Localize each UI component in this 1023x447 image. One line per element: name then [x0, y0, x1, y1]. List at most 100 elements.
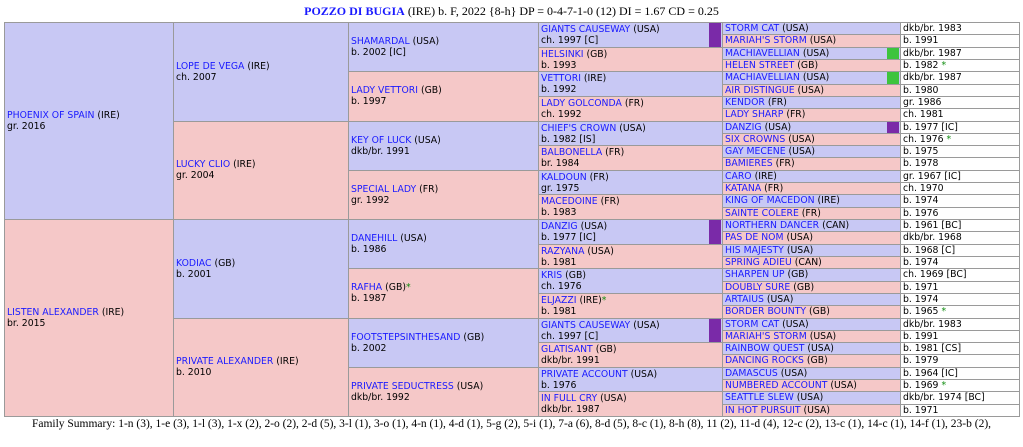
horse-origin: (USA) — [577, 221, 608, 232]
horse-info: gr. 2004 — [176, 170, 348, 181]
horse-name-link[interactable]: KALDOUN — [541, 171, 587, 183]
horse-name-link[interactable]: LADY VETTORI — [351, 85, 418, 97]
horse-name-link[interactable]: PAS DE NOM — [725, 232, 784, 244]
horse-name-link[interactable]: SPRING ADIEU — [725, 256, 792, 268]
horse-name-link[interactable]: FOOTSTEPSINTHESAND — [351, 331, 461, 343]
horse-origin: (IRE) — [230, 159, 256, 171]
horse-foal-info: dkb/br. 1992 — [351, 391, 410, 403]
gen5-info-cell: ch. 1969 [BC] — [900, 268, 1020, 282]
horse-foal-info: b. 1997 — [351, 96, 387, 108]
horse-name-link[interactable]: ARTAIUS — [725, 293, 764, 305]
horse-name-link[interactable]: LISTEN ALEXANDER — [7, 307, 99, 318]
horse-name-link[interactable]: STORM CAT — [725, 23, 780, 34]
horse-name-link[interactable]: HELSINKI — [541, 48, 584, 60]
horse-origin: (GB) — [460, 331, 485, 343]
gen5-horse-cell: NUMBERED ACCOUNT (USA) — [722, 379, 901, 393]
horse-name-link[interactable]: DANZIG — [725, 121, 762, 133]
horse-foal-info: b. 1986 — [351, 244, 387, 256]
horse-name-link[interactable]: STORM CAT — [725, 318, 780, 330]
horse-origin: (FR) — [416, 183, 439, 195]
horse-name-link[interactable]: BAMIERES — [725, 158, 773, 170]
horse-name-link[interactable]: VETTORI — [541, 73, 581, 85]
horse-name-link[interactable]: KRIS — [541, 270, 563, 282]
horse-name-link[interactable]: KEY OF LUCK — [351, 134, 412, 146]
horse-name-link[interactable]: CARO — [725, 170, 752, 182]
horse-info: ch. 1997 [C] — [541, 331, 720, 342]
horse-name-link[interactable]: GLATISANT — [541, 344, 593, 356]
horse-name-link[interactable]: KODIAC — [176, 257, 212, 269]
horse-name-link[interactable]: IN FULL CRY — [541, 393, 598, 405]
horse-name-link[interactable]: LOPE DE VEGA — [176, 60, 245, 72]
horse-name-link[interactable]: DANEHILL — [351, 233, 398, 245]
horse-foal-info: br. 1984 — [541, 158, 580, 170]
horse-name-link[interactable]: PRIVATE ACCOUNT — [541, 368, 628, 380]
horse-name-line: LADY VETTORI (GB) — [351, 85, 538, 96]
horse-name-link[interactable]: SAINTE COLERE — [725, 207, 799, 219]
horse-origin: (IRE) — [814, 195, 840, 207]
gen5-info-cell: b. 1974 — [900, 194, 1020, 208]
horse-name-link[interactable]: SEATTLE SLEW — [725, 392, 794, 404]
horse-name-link[interactable]: BORDER BOUNTY — [725, 306, 807, 318]
horse-origin: (GB) — [803, 355, 828, 367]
gen4-horse-cell: GLATISANT (GB) dkb/br. 1991 — [538, 342, 723, 368]
horse-name-link[interactable]: RAZYANA — [541, 245, 585, 257]
horse-name-link[interactable]: GAY MECENE — [725, 146, 786, 158]
horse-name-link[interactable]: SPECIAL LADY — [351, 183, 417, 195]
horse-name-link[interactable]: BALBONELLA — [541, 147, 603, 159]
horse-name-link[interactable]: RAINBOW QUEST — [725, 343, 805, 355]
horse-info: ch. 1997 [C] — [541, 35, 720, 46]
horse-name-link[interactable]: LADY SHARP — [725, 109, 784, 121]
gen4-horse-cell: CHIEF'S CROWN (USA) b. 1982 [IS] — [538, 120, 723, 147]
gen4-horse-cell: KRIS (GB) ch. 1976 — [538, 268, 723, 294]
horse-foal-info: b. 1976 — [903, 207, 939, 219]
horse-name-link[interactable]: CHIEF'S CROWN — [541, 122, 617, 134]
horse-name-link[interactable]: HIS MAJESTY — [725, 244, 784, 256]
horse-name-link[interactable]: KING OF MACEDON — [725, 195, 815, 207]
horse-foal-info: b. 2002 [IC] — [351, 47, 406, 59]
duplicate-marker — [887, 121, 899, 133]
horse-name-line: GLATISANT (GB) — [541, 344, 720, 355]
horse-name-link[interactable]: LUCKY CLIO — [176, 159, 231, 171]
horse-name-link[interactable]: ELJAZZI — [541, 294, 577, 306]
horse-foal-info: b. 1971 — [903, 281, 939, 293]
horse-name-link[interactable]: SHARPEN UP — [725, 269, 785, 281]
horse-name-link[interactable]: PRIVATE SEDUCTRESS — [351, 380, 454, 392]
horse-foal-info: b. 1983 — [541, 207, 577, 219]
gen4-horse-cell: RAZYANA (USA) b. 1981 — [538, 243, 723, 270]
horse-name-link[interactable]: KATANA — [725, 183, 762, 195]
horse-name-link[interactable]: DANCING ROCKS — [725, 355, 804, 367]
horse-name-link[interactable]: DOUBLY SURE — [725, 281, 791, 293]
horse-name-link[interactable]: SIX CROWNS — [725, 133, 786, 145]
gen3-horse-cell: FOOTSTEPSINTHESAND (GB) b. 2002 — [348, 317, 539, 368]
gen1-horse-cell: PHOENIX OF SPAIN (IRE) gr. 2016 — [4, 22, 174, 220]
horse-name-link[interactable]: GIANTS CAUSEWAY — [541, 24, 631, 35]
horse-name-link[interactable]: PHOENIX OF SPAIN — [7, 110, 95, 121]
horse-origin: (CAN) — [819, 220, 850, 231]
horse-name-link[interactable]: POZZO DI BUGIA — [304, 4, 405, 18]
horse-name-link[interactable]: AIR DISTINGUE — [725, 84, 795, 96]
horse-name-link[interactable]: NORTHERN DANCER — [725, 220, 820, 231]
horse-foal-info: b. 1976 — [541, 379, 577, 391]
horse-name-link[interactable]: MACHIAVELLIAN — [725, 47, 800, 59]
horse-origin: (IRE) — [94, 110, 120, 121]
horse-name-link[interactable]: PRIVATE ALEXANDER — [176, 356, 274, 368]
horse-origin: (GB) — [790, 281, 815, 293]
horse-name-link[interactable]: DANZIG — [541, 221, 578, 232]
horse-name-link[interactable]: SHAMARDAL — [351, 36, 410, 48]
horse-name-link[interactable]: IN HOT PURSUIT — [725, 404, 801, 416]
horse-name-link[interactable]: KENDOR — [725, 96, 765, 108]
gen5-horse-cell: STORM CAT (USA) — [722, 22, 901, 36]
horse-name-link[interactable]: MARIAH'S STORM — [725, 330, 807, 342]
horse-name-link[interactable]: RAFHA — [351, 282, 383, 294]
horse-name-link[interactable]: MACEDOINE — [541, 196, 598, 208]
horse-name-link[interactable]: HELEN STREET — [725, 59, 795, 71]
horse-name-link[interactable]: NUMBERED ACCOUNT — [725, 380, 828, 392]
horse-name-link[interactable]: DAMASCUS — [725, 367, 778, 379]
horse-origin: (FR) — [621, 97, 644, 109]
horse-origin: (GB) — [784, 269, 809, 281]
horse-name-link[interactable]: GIANTS CAUSEWAY — [541, 319, 631, 331]
horse-name-link[interactable]: LADY GOLCONDA — [541, 97, 622, 109]
horse-name-link[interactable]: MACHIAVELLIAN — [725, 72, 800, 84]
horse-name-link[interactable]: MARIAH'S STORM — [725, 35, 807, 47]
horse-origin: (USA) — [627, 368, 658, 380]
